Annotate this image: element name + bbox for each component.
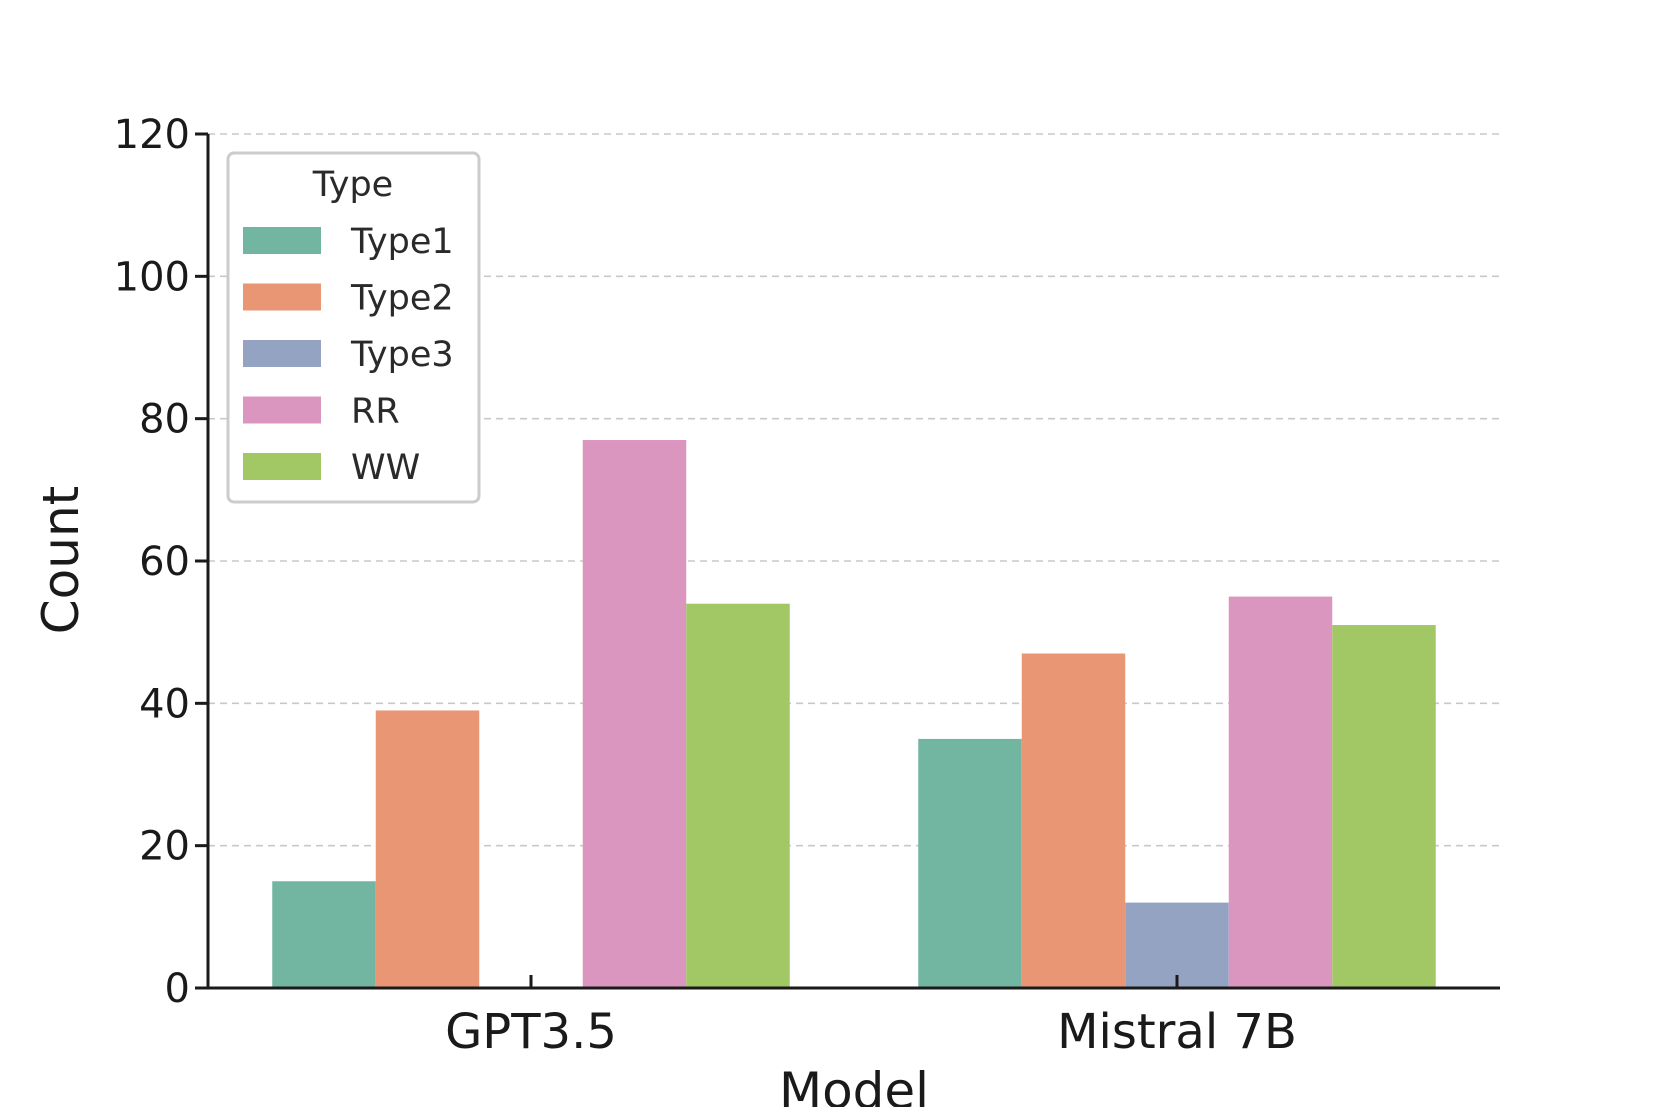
bars (272, 440, 1436, 988)
bar-type2-1 (1021, 653, 1126, 988)
x-tick-label: GPT3.5 (445, 1004, 617, 1060)
legend-label: RR (351, 392, 400, 432)
legend-label: Type1 (350, 222, 454, 262)
y-tick-label: 60 (139, 539, 190, 585)
y-tick-label: 120 (114, 112, 190, 158)
bar-ww-0 (686, 603, 790, 988)
bar-rr-1 (1228, 596, 1333, 988)
legend-label: WW (351, 448, 420, 488)
bar-type2-0 (375, 710, 480, 988)
bar-rr-0 (582, 440, 687, 988)
bar-type1-0 (272, 881, 376, 988)
legend-label: Type3 (350, 335, 454, 375)
legend: Type Type1 Type2 Type3 RR WW (226, 151, 481, 504)
y-tick-label: 100 (114, 254, 190, 300)
legend-swatch (243, 396, 321, 424)
x-ticks: GPT3.5 Mistral 7B (445, 975, 1297, 1060)
y-tick-label: 0 (165, 966, 190, 1012)
bar-type3-1 (1125, 902, 1229, 988)
legend-swatch (243, 340, 321, 367)
legend-swatch (243, 283, 321, 311)
y-ticks: 0 20 40 60 80 100 120 (114, 112, 208, 1012)
y-tick-label: 40 (139, 681, 190, 727)
legend-title: Type (312, 165, 393, 205)
y-tick-label: 20 (139, 824, 190, 870)
bar-ww-1 (1332, 625, 1436, 988)
legend-label: Type2 (350, 279, 454, 319)
y-axis-title: Count (32, 486, 90, 635)
y-tick-label: 80 (139, 397, 190, 443)
legend-swatch (243, 453, 321, 480)
x-tick-label: Mistral 7B (1057, 1004, 1297, 1060)
legend-swatch (243, 227, 321, 254)
x-axis-title: Model (779, 1062, 929, 1107)
bar-type1-1 (918, 738, 1022, 988)
